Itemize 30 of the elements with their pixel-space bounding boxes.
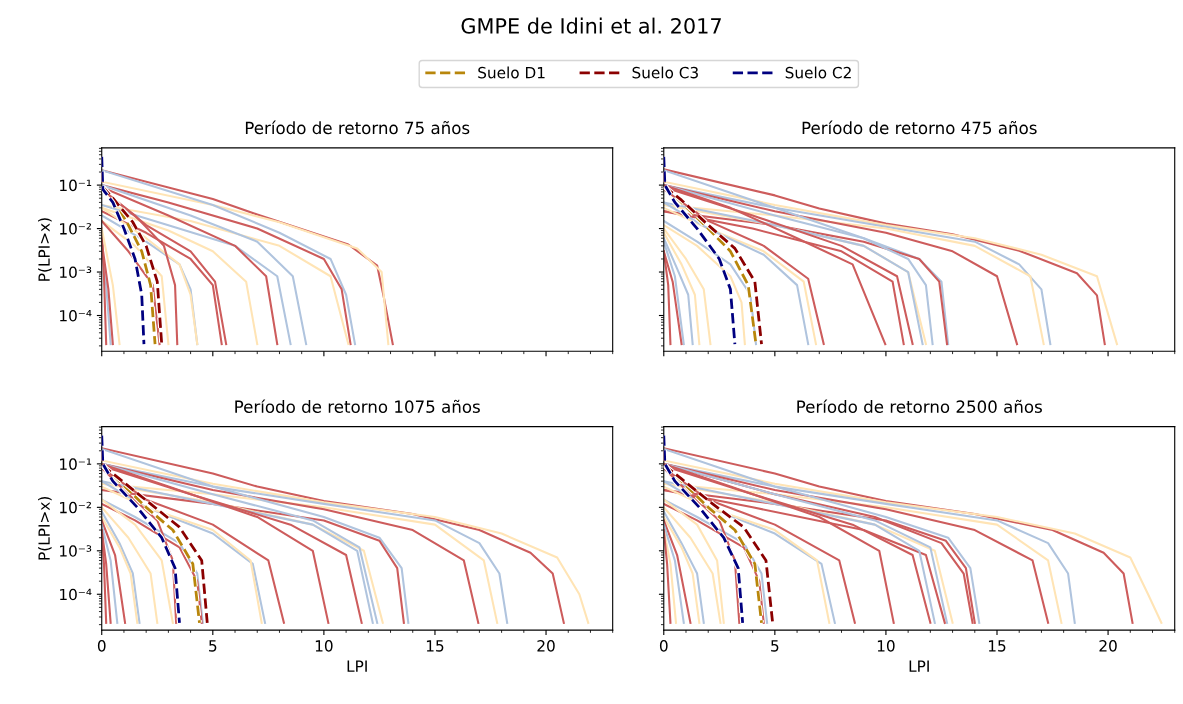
y-tick-label: 10⁻¹: [60, 458, 92, 470]
y-tick-label: 10⁻²: [60, 223, 92, 235]
x-axis-title: LPI: [347, 660, 367, 672]
chart-title: Período de retorno 1075 años: [235, 399, 480, 413]
x-tick-label: 10: [877, 640, 895, 652]
legend-label: Suelo C3: [632, 66, 698, 79]
x-tick-label: 5: [209, 640, 217, 652]
x-tick-label: 5: [771, 640, 779, 652]
chart-title: Período de retorno 75 años: [245, 120, 470, 135]
text: GMPE de Idini et al. 2017: [461, 17, 721, 34]
y-tick-label: 10⁻¹: [60, 179, 92, 192]
x-tick-label: 20: [1099, 640, 1117, 652]
y-tick-label: 10⁻⁴: [60, 588, 92, 601]
x-tick-label: 15: [426, 640, 444, 652]
y-tick-label: 10⁻⁴: [60, 309, 92, 322]
y-tick-label: 10⁻³: [60, 266, 92, 279]
x-tick-label: 15: [988, 640, 1006, 652]
x-tick-label: 20: [537, 640, 555, 652]
x-tick-label: 0: [97, 640, 106, 652]
legend-label: Suelo C2: [785, 66, 851, 79]
chart-title: Período de retorno 2500 años: [797, 399, 1042, 413]
y-tick-label: 10⁻²: [60, 501, 92, 514]
x-tick-label: 0: [659, 640, 668, 652]
chart-title: Período de retorno 475 años: [802, 120, 1037, 135]
y-axis-title: P(LPI>x): [38, 218, 52, 281]
x-axis-title: LPI: [909, 660, 929, 672]
legend-label: Suelo D1: [478, 66, 545, 79]
x-tick-label: 10: [315, 640, 333, 652]
y-tick-label: 10⁻³: [60, 545, 92, 557]
y-axis-title: P(LPI>x): [38, 497, 52, 560]
